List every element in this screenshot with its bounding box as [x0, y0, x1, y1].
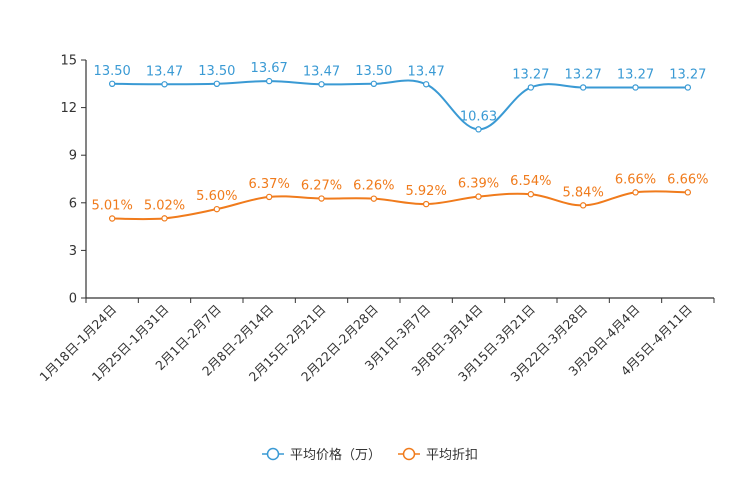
data-point	[579, 202, 587, 209]
series-0: 13.50 13.47 13.50 13.67 13.47 13.50 13.47 10.63…	[94, 61, 706, 133]
data-label: 5.02%	[144, 198, 185, 213]
data-point	[213, 205, 221, 213]
data-label: 13.27	[565, 67, 602, 82]
y-tick-label: 6	[69, 196, 77, 211]
data-point	[422, 200, 430, 208]
data-point	[632, 84, 639, 91]
data-label: 6.66%	[615, 172, 656, 187]
data-label: 5.84%	[563, 185, 604, 200]
data-label: 6.37%	[249, 177, 290, 192]
data-label: 6.39%	[458, 177, 499, 192]
series-line	[112, 190, 688, 221]
data-label: 10.63	[460, 109, 497, 124]
data-point	[422, 81, 430, 88]
series-line	[112, 79, 688, 131]
data-point	[684, 84, 692, 91]
y-tick-label: 9	[69, 149, 77, 164]
data-point	[108, 80, 116, 88]
y-tick-label: 3	[69, 244, 77, 259]
data-label: 6.66%	[667, 172, 708, 187]
data-point	[370, 80, 378, 88]
legend-marker-icon	[402, 447, 416, 461]
legend-label: 平均折扣	[426, 448, 478, 463]
data-point	[370, 195, 378, 202]
data-point	[475, 193, 482, 200]
data-label: 13.47	[303, 64, 340, 79]
data-label: 13.47	[408, 64, 445, 79]
legend-label: 平均价格（万）	[290, 447, 381, 463]
data-label: 6.27%	[301, 179, 342, 194]
data-point	[684, 189, 692, 196]
series-1: 5.01% 5.02% 5.60% 6.37% 6.27% 6.26% 5.92% 6.39%…	[92, 172, 708, 222]
data-label: 13.27	[617, 67, 654, 82]
data-label: 5.01%	[92, 199, 133, 214]
data-point	[213, 80, 221, 88]
data-label: 6.26%	[353, 179, 394, 194]
data-point	[527, 84, 535, 91]
data-label: 13.47	[146, 64, 183, 79]
data-point	[475, 126, 482, 133]
legend-marker-icon	[266, 447, 280, 461]
data-label: 13.50	[198, 64, 235, 79]
y-tick-label: 15	[60, 54, 77, 69]
data-point	[632, 189, 639, 196]
data-label: 13.50	[355, 64, 392, 79]
data-label: 5.92%	[406, 184, 447, 199]
data-label: 13.27	[669, 67, 706, 82]
data-point	[318, 195, 325, 202]
data-point	[265, 77, 273, 85]
data-point	[318, 81, 325, 88]
data-point	[161, 81, 168, 88]
data-label: 13.27	[512, 67, 549, 82]
data-label: 5.60%	[196, 189, 237, 204]
series-group: 13.50 13.47 13.50 13.67 13.47 13.50 13.47 10.63…	[92, 61, 708, 222]
legend: 平均价格（万） 平均折扣	[262, 447, 478, 463]
data-label: 6.54%	[510, 174, 551, 189]
data-label: 13.50	[94, 64, 131, 79]
y-tick-label: 0	[69, 292, 77, 307]
data-point	[161, 215, 168, 222]
data-point	[108, 215, 116, 222]
data-label: 13.67	[251, 61, 288, 76]
data-point	[527, 191, 535, 198]
data-point	[265, 193, 273, 201]
y-tick-label: 12	[60, 101, 77, 116]
data-point	[579, 84, 587, 91]
